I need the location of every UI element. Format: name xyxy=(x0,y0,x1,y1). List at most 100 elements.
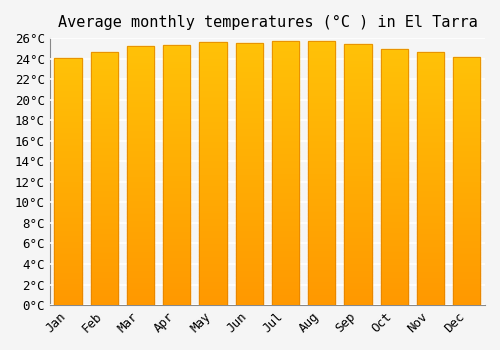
Bar xyxy=(127,231,154,233)
Bar xyxy=(236,184,263,186)
Bar xyxy=(236,90,263,92)
Bar xyxy=(308,191,336,193)
Bar xyxy=(200,248,226,250)
Bar xyxy=(200,191,226,192)
Bar xyxy=(236,236,263,237)
Bar xyxy=(344,78,372,79)
Bar xyxy=(200,66,226,67)
Bar xyxy=(417,60,444,61)
Bar xyxy=(417,250,444,251)
Bar xyxy=(344,202,372,203)
Bar xyxy=(236,265,263,266)
Bar xyxy=(90,163,118,165)
Bar xyxy=(200,216,226,217)
Bar xyxy=(454,104,480,105)
Bar xyxy=(380,129,408,130)
Bar xyxy=(54,153,82,154)
Bar xyxy=(54,263,82,264)
Bar xyxy=(54,274,82,275)
Bar xyxy=(200,222,226,224)
Bar xyxy=(200,78,226,79)
Bar xyxy=(380,152,408,153)
Bar xyxy=(417,88,444,89)
Bar xyxy=(272,170,299,172)
Bar xyxy=(344,261,372,262)
Bar xyxy=(454,175,480,176)
Bar xyxy=(454,283,480,284)
Bar xyxy=(163,96,190,97)
Bar xyxy=(54,197,82,199)
Bar xyxy=(200,72,226,74)
Bar xyxy=(454,195,480,196)
Bar xyxy=(417,268,444,270)
Bar xyxy=(163,304,190,305)
Bar xyxy=(163,262,190,264)
Bar xyxy=(54,257,82,258)
Bar xyxy=(90,214,118,215)
Bar xyxy=(127,152,154,154)
Bar xyxy=(344,241,372,243)
Bar xyxy=(200,262,226,263)
Bar xyxy=(127,71,154,72)
Bar xyxy=(308,139,336,140)
Bar xyxy=(380,198,408,199)
Bar xyxy=(236,80,263,81)
Bar xyxy=(236,138,263,139)
Bar xyxy=(417,133,444,134)
Bar xyxy=(380,233,408,235)
Bar xyxy=(417,222,444,223)
Bar xyxy=(417,151,444,152)
Bar xyxy=(200,170,226,171)
Bar xyxy=(236,102,263,104)
Bar xyxy=(200,91,226,92)
Bar xyxy=(163,138,190,139)
Bar xyxy=(380,126,408,127)
Bar xyxy=(454,291,480,293)
Bar xyxy=(54,218,82,220)
Bar xyxy=(344,99,372,100)
Bar xyxy=(380,212,408,213)
Bar xyxy=(380,168,408,169)
Bar xyxy=(308,76,336,77)
Bar xyxy=(308,160,336,161)
Bar xyxy=(90,140,118,141)
Bar xyxy=(380,184,408,185)
Bar xyxy=(272,138,299,139)
Bar xyxy=(200,251,226,252)
Bar xyxy=(380,70,408,71)
Bar xyxy=(236,126,263,127)
Bar xyxy=(200,145,226,146)
Bar xyxy=(127,92,154,93)
Bar xyxy=(200,142,226,144)
Bar xyxy=(54,121,82,122)
Bar xyxy=(127,208,154,209)
Bar xyxy=(236,178,263,180)
Bar xyxy=(54,119,82,121)
Bar xyxy=(127,57,154,58)
Bar xyxy=(236,250,263,251)
Bar xyxy=(54,248,82,249)
Bar xyxy=(90,103,118,104)
Bar xyxy=(454,301,480,302)
Bar xyxy=(127,269,154,270)
Bar xyxy=(163,114,190,116)
Bar xyxy=(236,182,263,183)
Bar xyxy=(454,66,480,68)
Bar xyxy=(272,149,299,151)
Bar xyxy=(236,211,263,212)
Bar xyxy=(417,232,444,233)
Bar xyxy=(272,47,299,48)
Bar xyxy=(200,90,226,91)
Bar xyxy=(344,178,372,180)
Bar xyxy=(454,201,480,202)
Bar xyxy=(344,292,372,293)
Bar xyxy=(127,86,154,88)
Bar xyxy=(127,200,154,202)
Bar xyxy=(236,162,263,164)
Bar xyxy=(344,271,372,272)
Bar xyxy=(236,233,263,235)
Bar xyxy=(417,109,444,111)
Bar xyxy=(454,279,480,280)
Bar xyxy=(272,177,299,178)
Bar xyxy=(308,214,336,215)
